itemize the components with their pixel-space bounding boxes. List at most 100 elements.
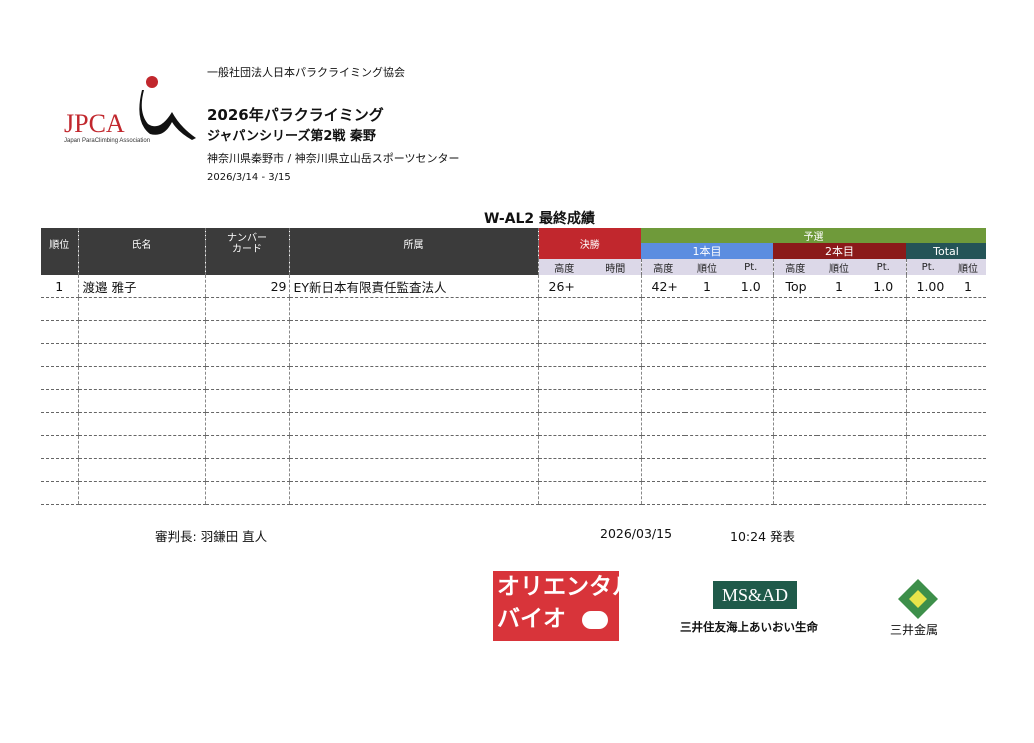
r2-height — [772, 366, 817, 390]
number-card — [204, 458, 289, 482]
total-pt — [905, 435, 950, 459]
sponsor-line2: バイオ — [497, 603, 619, 635]
r2-place — [817, 343, 861, 367]
r1-height — [640, 458, 685, 482]
time: 10:24 — [730, 529, 767, 544]
r2-place — [817, 458, 861, 482]
affiliation — [288, 458, 538, 482]
empty-row — [41, 366, 986, 390]
r1-place — [685, 297, 729, 321]
r1-height — [640, 481, 685, 505]
col-number-card: ナンバーカード — [205, 228, 290, 259]
col-total-pt: Pt. — [905, 259, 950, 275]
col-r1-height: 高度 — [640, 259, 685, 275]
r2-place — [817, 435, 861, 459]
r1-pt — [729, 343, 773, 367]
final-height — [537, 412, 590, 436]
athlete-name — [77, 458, 205, 482]
chief-judge-label: 審判長: — [155, 529, 197, 544]
r1-height — [640, 343, 685, 367]
event-subtitle: ジャパンシリーズ第2戦 秦野 — [207, 129, 376, 144]
empty-row — [41, 481, 986, 505]
sponsor-msad-sub: 三井住友海上あいおい生命 — [680, 620, 818, 634]
r1-pt — [729, 481, 773, 505]
r1-height — [640, 389, 685, 413]
r2-height — [772, 297, 817, 321]
r1-pt — [729, 458, 773, 482]
number-card — [204, 435, 289, 459]
col-affiliation: 所属 — [289, 228, 539, 259]
total-place: 1 — [950, 275, 986, 298]
number-card — [204, 320, 289, 344]
total-place — [950, 458, 986, 482]
svg-text:Japan ParaClimbing Association: Japan ParaClimbing Association — [64, 138, 150, 144]
final-time — [590, 320, 641, 344]
total-pt — [905, 458, 950, 482]
col-r2-height: 高度 — [772, 259, 817, 275]
r2-pt: 1.0 — [861, 275, 906, 298]
athlete-name: 渡邉 雅子 — [77, 275, 205, 298]
athlete-name — [77, 343, 205, 367]
total-pt: 1.00 — [905, 275, 950, 298]
athlete-name — [77, 389, 205, 413]
r1-place: 1 — [685, 275, 729, 298]
announce-label: 発表 — [770, 529, 796, 544]
total-pt — [905, 320, 950, 344]
r2-place — [817, 481, 861, 505]
r2-place — [817, 320, 861, 344]
r2-pt — [861, 412, 906, 436]
sponsor-mitsui-kinzoku: 三井金属 — [890, 623, 939, 637]
col-qualification: 予選 — [641, 228, 986, 243]
rank — [41, 320, 78, 344]
final-time — [590, 435, 641, 459]
r2-place: 1 — [817, 275, 861, 298]
r1-height — [640, 320, 685, 344]
announce-date: 2026/03/15 — [600, 526, 673, 541]
athlete-name — [77, 320, 205, 344]
final-height — [537, 366, 590, 390]
r2-pt — [861, 366, 906, 390]
final-time — [590, 412, 641, 436]
affiliation — [288, 366, 538, 390]
r2-pt — [861, 343, 906, 367]
empty-row — [41, 343, 986, 367]
r1-pt — [729, 366, 773, 390]
rank — [41, 435, 78, 459]
final-time — [590, 366, 641, 390]
r1-place — [685, 458, 729, 482]
number-card — [204, 366, 289, 390]
r2-pt — [861, 481, 906, 505]
col-round2: 2本目 — [773, 243, 906, 259]
r1-place — [685, 389, 729, 413]
col-total: Total — [906, 243, 986, 259]
r1-height — [640, 412, 685, 436]
r2-place — [817, 412, 861, 436]
total-pt — [905, 343, 950, 367]
r2-place — [817, 297, 861, 321]
total-pt — [905, 412, 950, 436]
svg-text:JPCA: JPCA — [64, 109, 125, 138]
r2-height — [772, 481, 817, 505]
final-height: 26+ — [537, 275, 590, 298]
r1-height — [640, 297, 685, 321]
number-card — [204, 297, 289, 321]
final-time — [590, 481, 641, 505]
r1-pt — [729, 389, 773, 413]
col-r2-place: 順位 — [817, 259, 861, 275]
r2-height — [772, 458, 817, 482]
r2-pt — [861, 297, 906, 321]
empty-row — [41, 389, 986, 413]
final-time — [590, 343, 641, 367]
col-final-time: 時間 — [590, 259, 641, 275]
r1-place — [685, 481, 729, 505]
r2-height — [772, 343, 817, 367]
final-height — [537, 297, 590, 321]
r1-pt — [729, 412, 773, 436]
col-final-height: 高度 — [538, 259, 590, 275]
empty-row — [41, 412, 986, 436]
final-height — [537, 343, 590, 367]
total-place — [950, 320, 986, 344]
r2-pt — [861, 389, 906, 413]
rank — [41, 481, 78, 505]
